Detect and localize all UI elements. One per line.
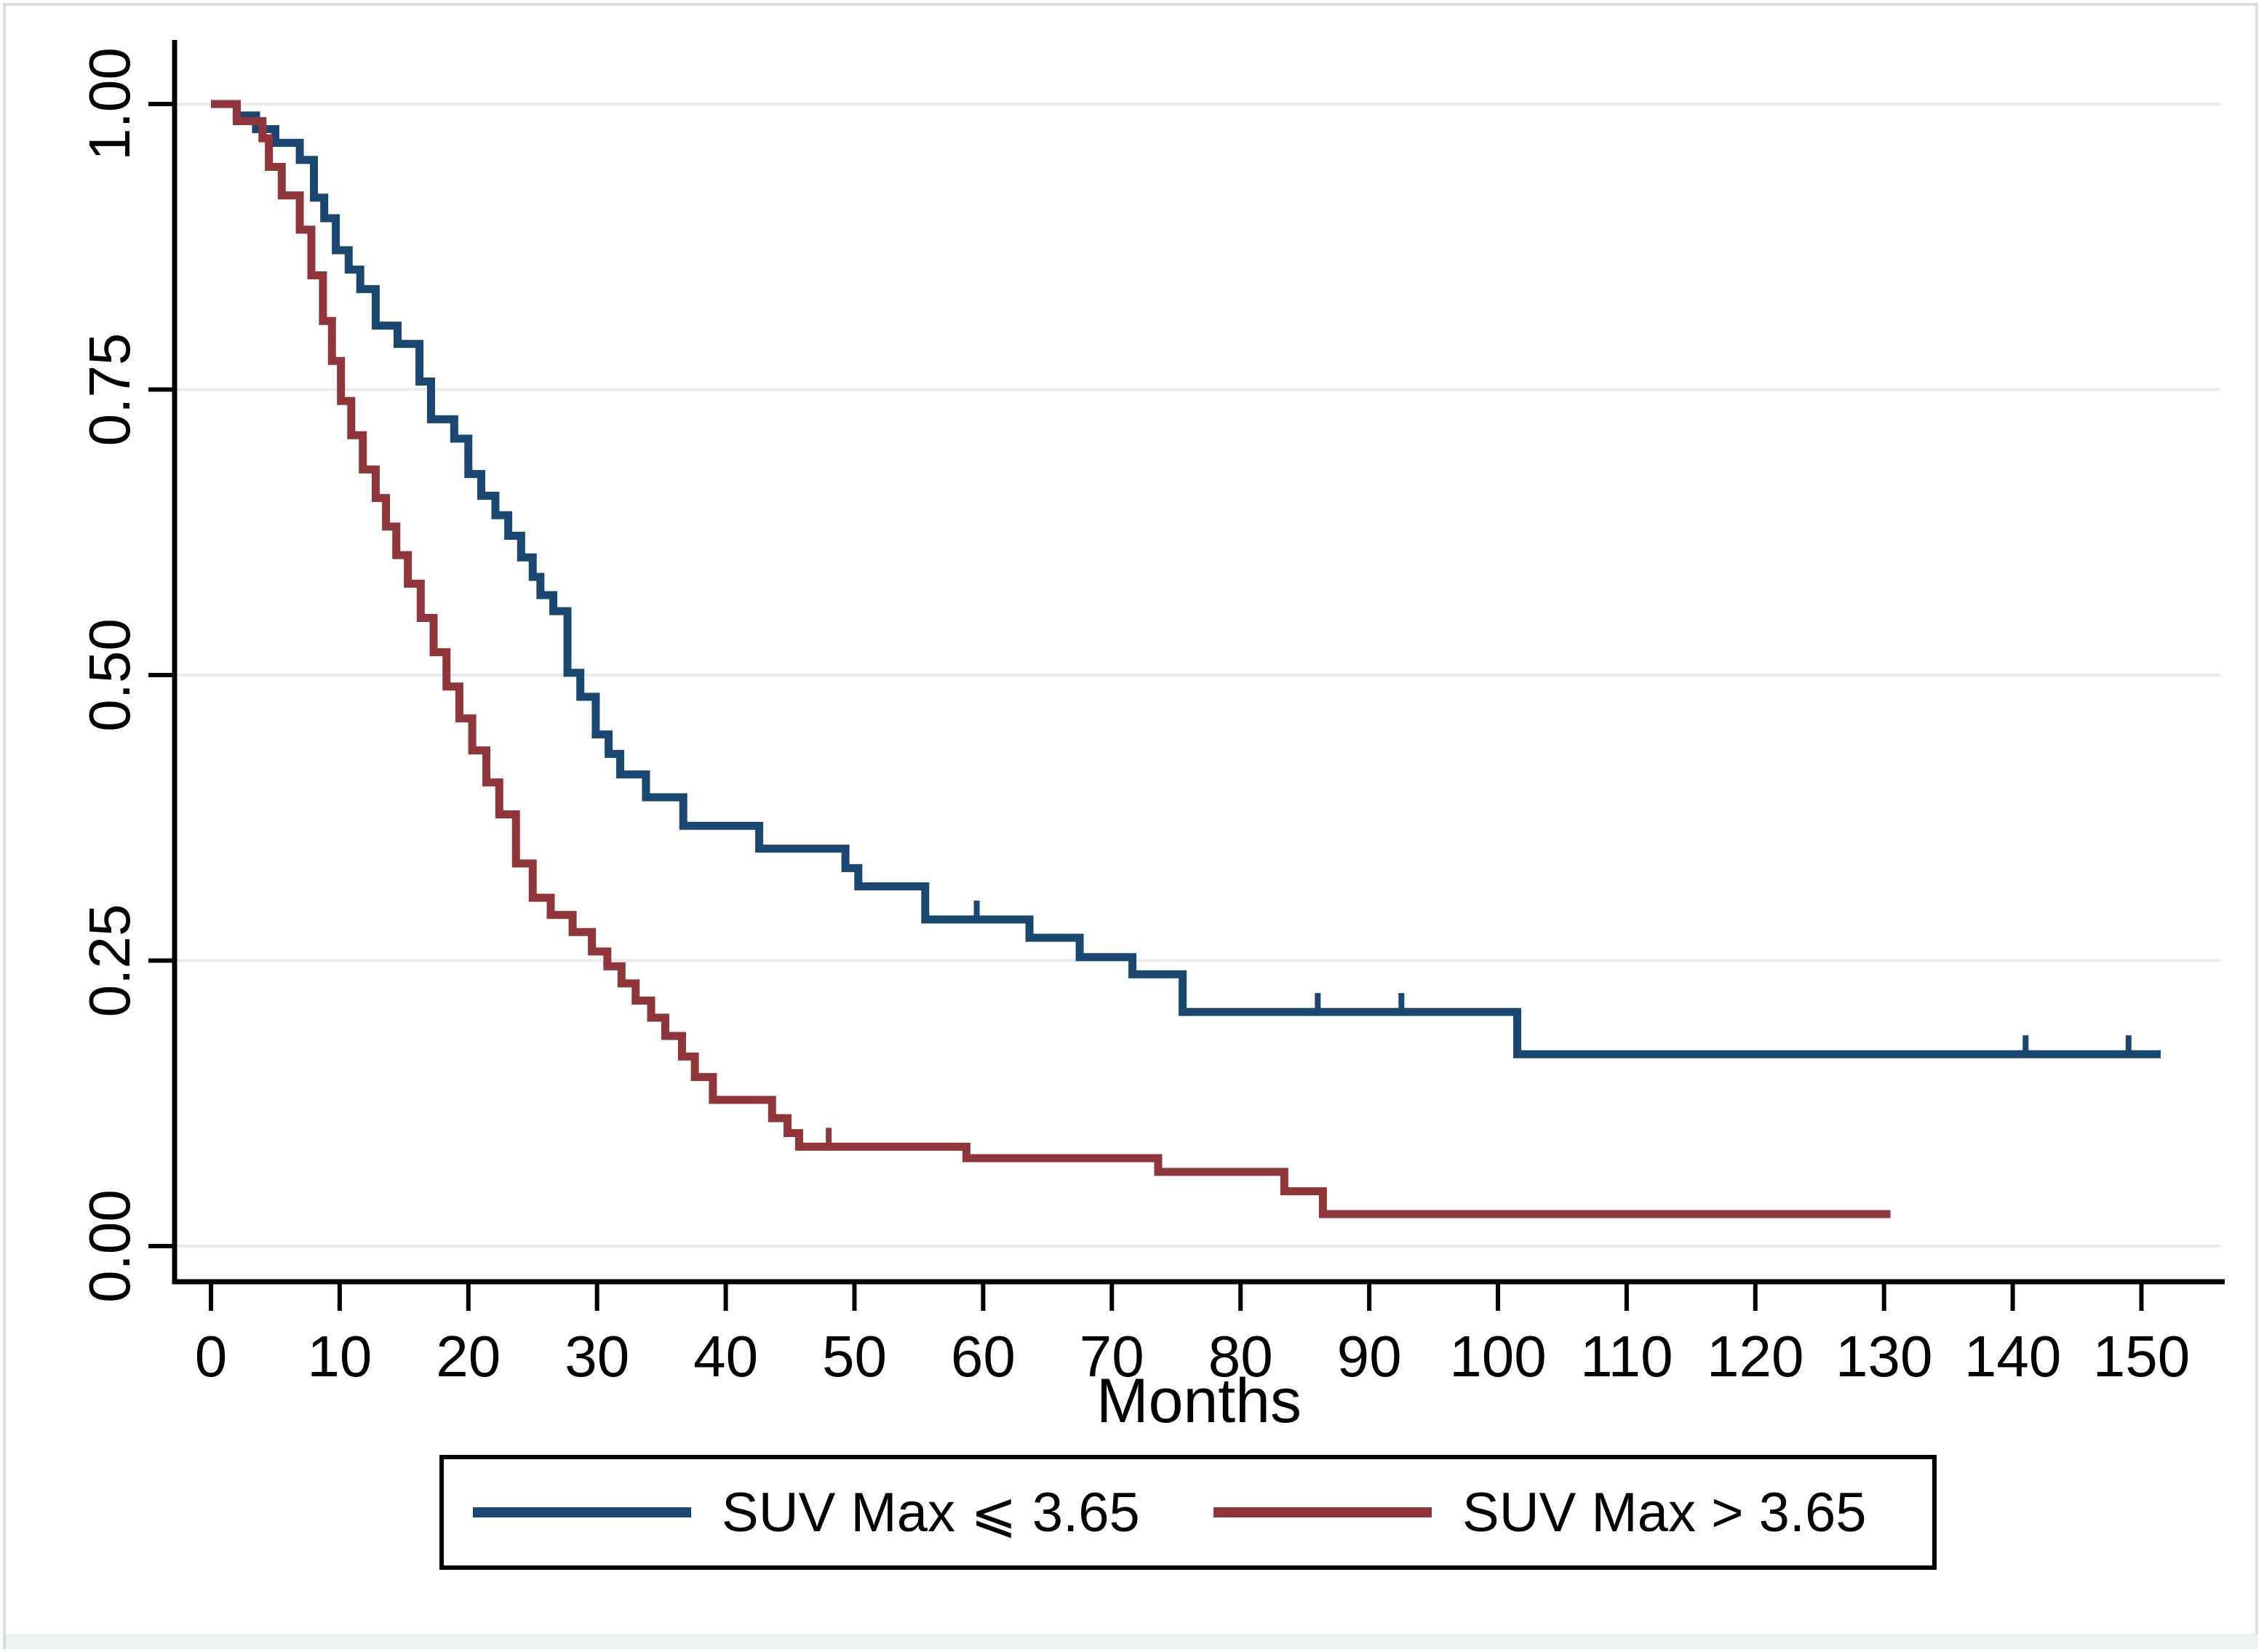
x-tick-label-80: 80 [1208,1324,1273,1389]
km-curve-suv-le-365 [211,100,2161,1058]
legend: SUV Max ⩽ 3.65 SUV Max > 3.65 [439,1455,1937,1570]
x-tick-label-50: 50 [822,1324,887,1389]
x-tick-label-90: 90 [1337,1324,1402,1389]
x-tick-label-130: 130 [1835,1324,1932,1389]
x-axis-title: Months [1096,1366,1302,1436]
x-tick-label-30: 30 [565,1324,629,1389]
gridlines [176,103,2220,1248]
x-tick-label-0: 0 [195,1324,228,1389]
x-tick-label-100: 100 [1449,1324,1546,1389]
y-axis-ticks: 0.00 0.25 0.50 0.75 1.00 [77,47,175,1303]
legend-label-suv-le-365: SUV Max ⩽ 3.65 [722,1482,1140,1544]
y-tick-label-0.75: 0.75 [77,333,142,447]
x-tick-label-150: 150 [2093,1324,2190,1389]
km-curve-suv-gt-365 [211,100,1891,1218]
figure-bottom-band [6,1634,2258,1649]
x-tick-label-120: 120 [1707,1324,1803,1389]
x-tick-label-110: 110 [1580,1324,1673,1389]
x-tick-label-60: 60 [951,1324,1016,1389]
y-tick-label-0.00: 0.00 [77,1189,142,1303]
y-tick-label-0.50: 0.50 [77,618,142,732]
x-tick-label-140: 140 [1964,1324,2061,1389]
x-tick-label-70: 70 [1080,1324,1144,1389]
legend-label-suv-gt-365: SUV Max > 3.65 [1462,1482,1867,1544]
survival-curves [211,100,2161,1218]
x-tick-label-10: 10 [307,1324,372,1389]
x-axis-ticks: 0 10 20 30 40 50 60 70 80 90 100 110 120 130 140 150 [195,1282,2190,1389]
x-tick-label-40: 40 [693,1324,758,1389]
x-tick-label-20: 20 [436,1324,501,1389]
censor-ticks [826,900,2132,1146]
y-tick-label-1.00: 1.00 [77,47,142,161]
y-tick-label-0.25: 0.25 [77,904,142,1018]
